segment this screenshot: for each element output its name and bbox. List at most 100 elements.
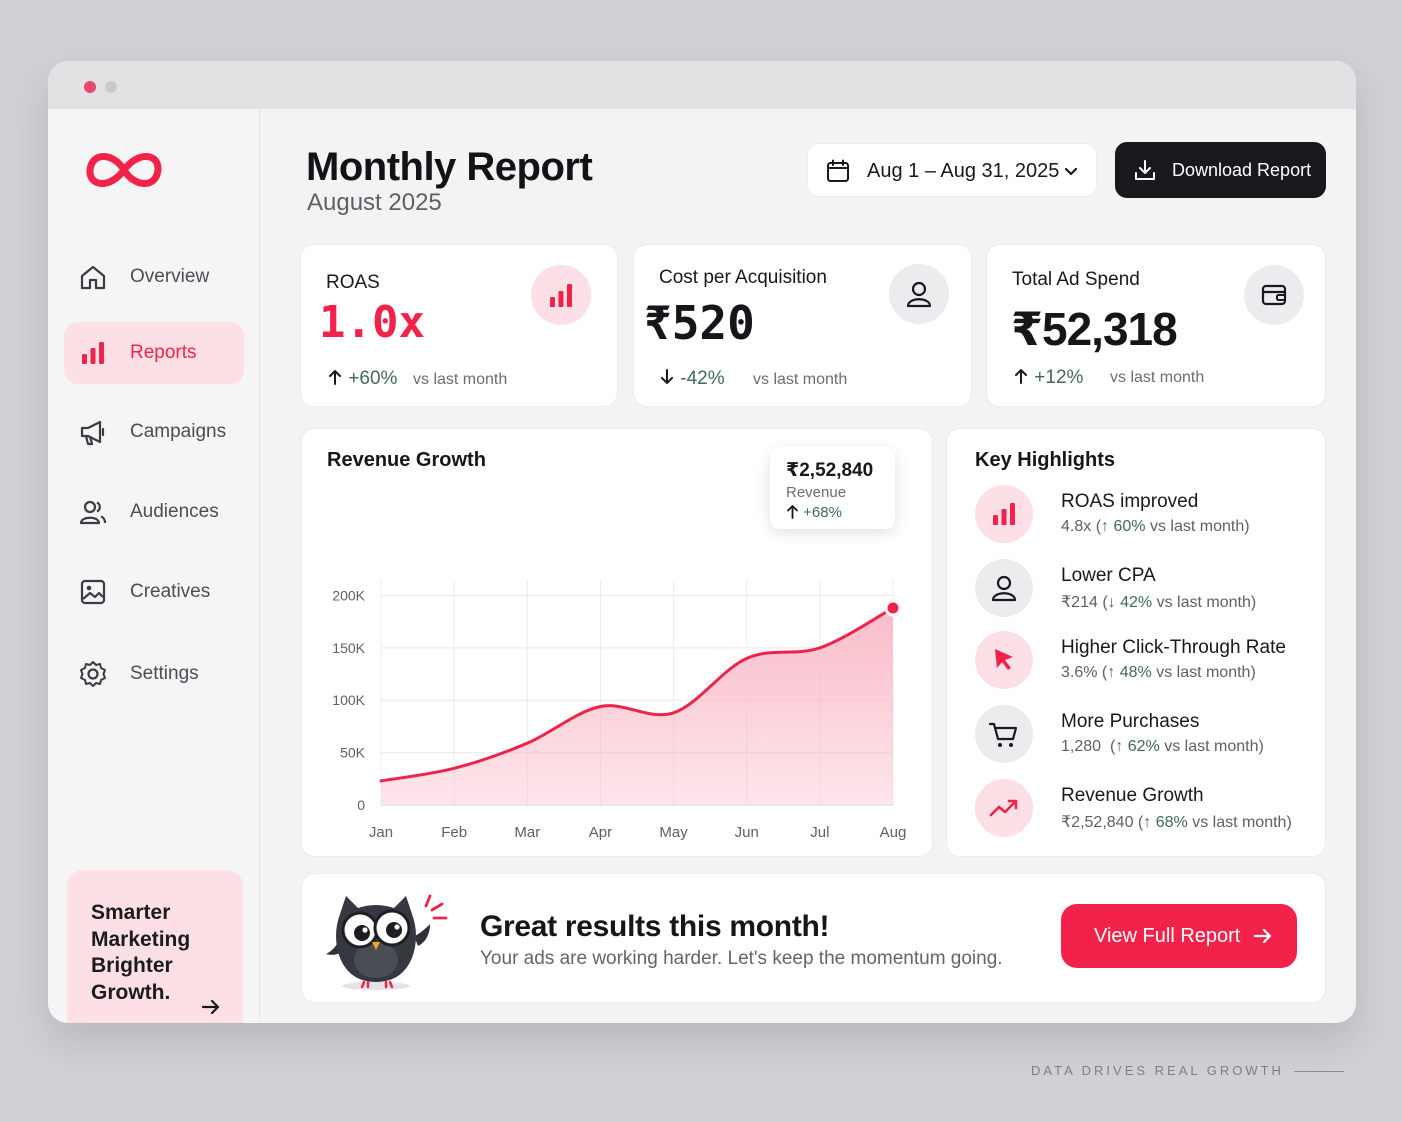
user-icon — [991, 575, 1017, 602]
highlight-name: Higher Click-Through Rate — [1061, 637, 1286, 658]
page-subtitle: August 2025 — [307, 189, 442, 216]
footer-divider — [1294, 1071, 1344, 1072]
kpi-vs-label: vs last month — [413, 371, 508, 388]
highlight-detail: 4.8x (↑ 60% vs last month) — [1061, 518, 1250, 535]
nav-label: Campaigns — [130, 421, 227, 442]
promo-text: Smarter Marketing Brighter Growth. — [91, 901, 191, 1004]
chevron-down-icon — [1064, 167, 1078, 176]
highlight-detail: ₹214 (↓ 42% vs last month) — [1061, 594, 1257, 611]
kpi-label: ROAS — [326, 272, 380, 293]
tooltip-change: +68% — [786, 504, 842, 521]
chart-tooltip: ₹2,52,840 Revenue +68% — [770, 447, 895, 529]
kpi-value: ₹520 — [644, 296, 755, 350]
arrow-right-icon — [1253, 928, 1272, 944]
nav-item-creatives[interactable]: Creatives — [64, 561, 244, 623]
nav-item-campaigns[interactable]: Campaigns — [64, 401, 244, 463]
highlight-name: ROAS improved — [1061, 491, 1199, 512]
page-title: Monthly Report — [306, 145, 593, 189]
x-tick-label: Jul — [810, 824, 829, 841]
banner-subtitle: Your ads are working harder. Let's keep … — [480, 948, 1003, 969]
y-tick-label: 200K — [332, 587, 365, 603]
highlight-item-ctr[interactable]: Higher Click-Through Rate 3.6% (↑ 48% vs… — [975, 631, 1315, 693]
megaphone-icon — [80, 420, 105, 446]
highlight-item-purchases[interactable]: More Purchases 1,280 (↑ 62% vs last mont… — [975, 705, 1315, 767]
brand-logo[interactable] — [84, 145, 164, 195]
arrow-up-icon — [1015, 369, 1027, 384]
bar-chart-icon — [82, 342, 104, 364]
highlight-icon-bg — [975, 485, 1033, 543]
window-titlebar — [48, 61, 1356, 109]
key-highlights-card: Key Highlights ROAS improved 4.8x (↑ 60%… — [946, 428, 1326, 857]
highlight-name: More Purchases — [1061, 711, 1200, 732]
kpi-vs-label: vs last month — [753, 371, 848, 388]
highlights-title: Key Highlights — [975, 449, 1116, 471]
home-icon — [80, 265, 106, 290]
tooltip-value: ₹2,52,840 — [786, 460, 874, 481]
kpi-icon-bg — [889, 264, 949, 324]
x-tick-label: Jan — [369, 824, 393, 841]
window-minimize-dot[interactable] — [105, 81, 117, 93]
window-close-dot[interactable] — [84, 81, 96, 93]
highlight-detail: 3.6% (↑ 48% vs last month) — [1061, 664, 1256, 681]
bar-chart-icon — [550, 284, 572, 307]
banner-title: Great results this month! — [480, 910, 830, 943]
highlight-detail: 1,280 (↑ 62% vs last month) — [1061, 738, 1264, 755]
trend-up-icon — [989, 799, 1018, 817]
highlight-icon-bg — [975, 779, 1033, 837]
kpi-value: 1.0x — [319, 297, 425, 348]
nav-item-settings[interactable]: Settings — [64, 643, 244, 705]
y-tick-label: 150K — [332, 640, 365, 656]
user-icon — [906, 281, 932, 308]
highlight-item-cpa[interactable]: Lower CPA ₹214 (↓ 42% vs last month) — [975, 559, 1315, 621]
view-full-report-label: View Full Report — [1094, 925, 1241, 947]
revenue-chart[interactable]: 0 50K 100K 150K 200K Jan Feb Mar Apr May Jun Jul Aug — [302, 429, 934, 858]
kpi-trend: +12% — [1013, 367, 1083, 389]
date-range-label: Aug 1 – Aug 31, 2025 — [867, 160, 1060, 182]
x-tick-label: Apr — [589, 824, 612, 841]
nav-label: Overview — [130, 266, 210, 287]
data-point — [745, 656, 749, 660]
download-report-button[interactable]: Download Report — [1115, 142, 1326, 198]
promo-card[interactable]: Smarter Marketing Brighter Growth. — [67, 870, 243, 1023]
kpi-vs-label: vs last month — [1110, 369, 1205, 386]
x-tick-label: Jun — [735, 824, 759, 841]
arrow-down-icon — [661, 369, 673, 384]
download-label: Download Report — [1172, 160, 1312, 180]
arrow-right-icon[interactable] — [200, 996, 222, 1018]
x-tick-label: Mar — [514, 824, 540, 841]
date-range-picker[interactable]: Aug 1 – Aug 31, 2025 — [807, 143, 1097, 197]
highlight-detail: ₹2,52,840 (↑ 68% vs last month) — [1061, 814, 1292, 831]
chart-title: Revenue Growth — [327, 449, 486, 471]
highlight-name: Revenue Growth — [1061, 785, 1204, 806]
highlight-item-revenue[interactable]: Revenue Growth ₹2,52,840 (↑ 68% vs last … — [975, 779, 1315, 841]
highlight-icon-bg — [975, 631, 1033, 689]
tooltip-label: Revenue — [786, 484, 847, 501]
data-point — [525, 741, 529, 745]
arrow-up-icon — [787, 505, 798, 519]
highlight-item-roas[interactable]: ROAS improved 4.8x (↑ 60% vs last month) — [975, 485, 1315, 547]
nav-item-audiences[interactable]: Audiences — [64, 481, 244, 543]
results-banner: Great results this month! Your ads are w… — [301, 873, 1326, 1003]
kpi-label: Cost per Acquisition — [659, 267, 827, 288]
x-tick-label: May — [659, 824, 688, 841]
footer-tagline: DATA DRIVES REAL GROWTH — [1031, 1063, 1284, 1078]
nav-item-overview[interactable]: Overview — [64, 246, 244, 308]
cursor-icon — [995, 649, 1013, 670]
nav-label: Settings — [130, 663, 199, 684]
nav-item-reports[interactable]: Reports — [64, 322, 244, 384]
arrow-up-icon — [329, 370, 341, 385]
view-full-report-button[interactable]: View Full Report — [1061, 904, 1297, 968]
highlight-icon-bg — [975, 705, 1033, 763]
highlight-name: Lower CPA — [1061, 565, 1156, 586]
kpi-card-roas[interactable]: ROAS 1.0x +60% vs last month — [300, 244, 618, 407]
owl-mascot-image — [326, 894, 448, 990]
y-tick-label: 0 — [357, 797, 365, 813]
app-window: Overview Reports Campaigns — [48, 61, 1356, 1023]
calendar-icon — [827, 159, 849, 182]
wallet-icon — [1261, 284, 1287, 306]
users-icon — [79, 500, 107, 525]
kpi-card-ad-spend[interactable]: Total Ad Spend ₹52,318 +12% vs last mont… — [986, 244, 1326, 407]
kpi-card-cpa[interactable]: Cost per Acquisition ₹520 -42% vs last m… — [633, 244, 972, 407]
data-point — [672, 711, 676, 715]
nav-label: Audiences — [130, 501, 219, 522]
